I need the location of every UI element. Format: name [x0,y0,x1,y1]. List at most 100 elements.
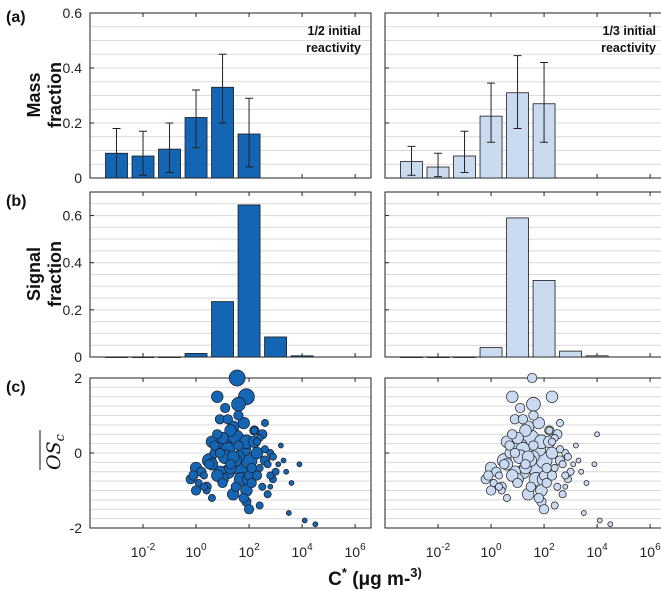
scatter-point [495,482,503,491]
x-tick-label: 100 [480,542,502,560]
y-tick-label: 0.4 [63,60,83,76]
scatter-point [263,490,272,499]
x-tick-label: 10-2 [426,542,451,560]
scatter-point [539,504,550,515]
bar [400,356,423,358]
scatter-point [506,390,519,403]
scatter-point [207,494,216,502]
scatter-point [502,494,511,502]
scatter-point [244,504,255,515]
panel-c-1 [89,369,372,529]
scatter-point [485,485,497,496]
scatter-point [520,459,531,470]
y-tick-label: 0.6 [63,208,83,224]
scatter-point [519,424,532,437]
y-tick-label: 0 [74,349,82,365]
scatter-point [558,490,567,499]
scatter-point [483,470,494,481]
bar [237,204,261,358]
bar [290,355,314,358]
scatter-point [214,447,225,459]
bar [453,356,476,358]
scatter-point [246,462,257,474]
scatter-point [211,469,224,482]
bar [131,356,155,358]
scatter-point [509,447,520,459]
bar [158,356,181,358]
scatter-point [268,452,277,461]
scatter-point [246,477,257,489]
scatter-point [233,440,244,451]
scatter-point [283,468,290,475]
scatter-point [545,426,554,435]
scatter-point [489,479,498,487]
scatter-point [591,461,598,468]
scatter-point [261,419,269,427]
panel-label: (b) [6,193,26,210]
scatter-point [267,483,274,490]
scatter-point [253,437,261,446]
bar [184,353,208,358]
y-tick-label: 0.2 [63,115,83,131]
scatter-point [545,390,559,403]
scatter-point [558,460,567,469]
panel-b-2 [384,191,661,358]
scatter-point [250,446,264,460]
scatter-point [580,510,587,516]
y-tick-label: -2 [70,520,83,536]
scatter-point [238,492,249,504]
scatter-point [204,459,215,470]
panels [89,12,661,529]
scatter-point [266,471,275,480]
scatter-point [507,429,518,440]
scatter-point [255,501,264,510]
scatter-point [261,445,269,454]
scatter-point [550,501,559,510]
panel-a-1 [89,12,372,179]
bar [559,350,582,358]
scatter-point [532,416,545,430]
scatter-point [288,480,295,486]
scatter-point [527,372,538,384]
scatter-point [517,414,528,425]
x-axis-label: C* (μg m-3) [328,565,422,590]
labels: 0 0.2 0.4 0.6 0 0.2 0.4 0.6 -2 0 2 10-2 100 102 104 106… [6,5,661,590]
scatter-point [225,459,236,470]
scatter-point [556,419,564,427]
scatter-point [541,477,552,489]
y-tick-label: 0.2 [63,302,83,318]
scatter-point [512,477,523,489]
scatter-point [594,431,600,438]
scatter-point [528,440,539,451]
scatter-point [212,429,223,440]
scatter-point [188,470,199,481]
scatter-point [200,471,208,480]
bar [479,347,503,358]
scatter-point [548,437,556,446]
scatter-point [194,479,203,487]
y-tick-label: 2 [74,370,82,386]
scatter-point [200,482,208,491]
panel-label: (a) [6,9,26,26]
scatter-point [575,457,582,464]
x-tick-label: 102 [238,542,260,560]
scatter-point [545,446,559,460]
y-axis-label: Signalfraction [24,241,65,307]
bar [211,301,234,358]
scatter-point [190,485,202,496]
scatter-point [541,462,552,474]
scatter-point [573,442,579,449]
scatter-point [231,397,246,412]
scatter-point [312,521,319,528]
scatter-point [209,440,220,451]
scatter-point [578,468,585,475]
scatter-point [504,440,515,451]
scatter-point [528,410,539,421]
y-tick-label: 0.4 [63,255,83,271]
panel-label: (c) [6,379,26,396]
panel-b-1 [89,191,372,358]
scatter-point [258,482,267,491]
scatter-point [228,369,246,387]
y-tick-label: 0 [74,170,82,186]
